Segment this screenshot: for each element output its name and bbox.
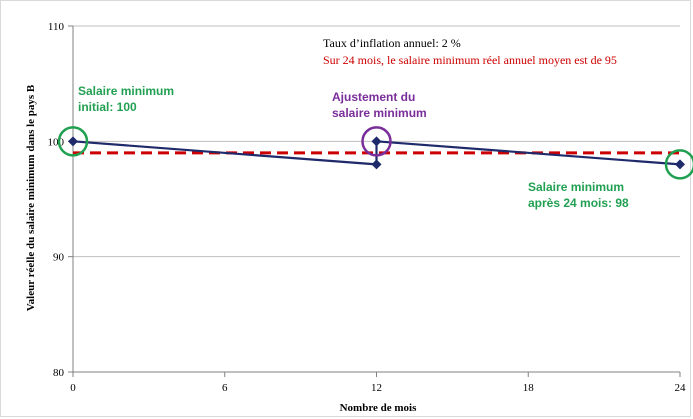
annotation-adjust-line2: salaire minimum <box>332 106 427 120</box>
data-point-0-2 <box>371 136 382 147</box>
highlight-circles <box>57 126 693 180</box>
x-tick-label-18: 18 <box>523 382 535 394</box>
y-tick-label-100: 100 <box>48 136 65 148</box>
data-point-0-3 <box>675 159 685 170</box>
data-point-0-1 <box>371 159 382 170</box>
highlight-circle-2 <box>664 149 693 180</box>
highlight-circle-1 <box>361 126 392 157</box>
inflation-note: Taux d’inflation annuel: 2 % <box>323 36 461 50</box>
y-axis-title: Valeur réelle du salaire minimum dans le… <box>25 84 37 311</box>
y-tick-label-90: 90 <box>53 252 65 264</box>
x-tick-label-0: 0 <box>70 382 76 394</box>
axes <box>68 25 681 377</box>
x-tick-label-6: 6 <box>222 382 228 394</box>
annotation-initial-line2: initial: 100 <box>78 100 137 114</box>
data-point-0-0 <box>68 136 78 147</box>
annotation-initial-line1: Salaire minimum <box>78 84 174 98</box>
annotation-final-line1: Salaire minimum <box>528 180 624 194</box>
y-tick-label-110: 110 <box>48 21 65 33</box>
y-tick-label-80: 80 <box>53 367 65 379</box>
series-line-0 <box>72 140 681 166</box>
x-tick-label-12: 12 <box>371 382 382 394</box>
annotation-adjust-line1: Ajustement du <box>332 90 415 104</box>
series-group <box>68 136 685 170</box>
average-note: Sur 24 mois, le salaire minimum réel ann… <box>323 53 617 67</box>
highlight-circle-0 <box>57 126 89 157</box>
x-tick-label-24: 24 <box>675 382 687 394</box>
x-axis-title: Nombre de mois <box>340 402 418 414</box>
annotation-final-line2: après 24 mois: 98 <box>528 196 629 210</box>
